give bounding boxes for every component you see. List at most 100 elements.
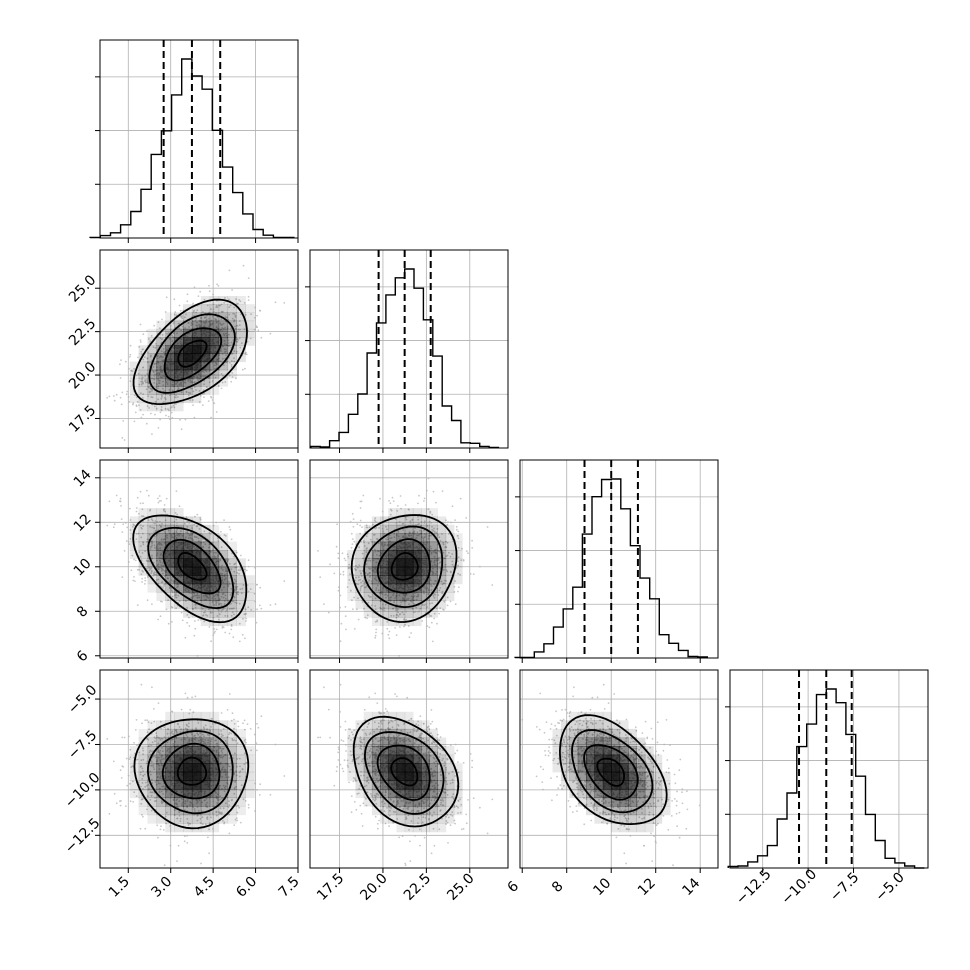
scatter-point [226, 327, 229, 329]
scatter-point [237, 328, 240, 331]
density-cell [147, 566, 157, 576]
scatter-point [427, 477, 430, 480]
scatter-point [222, 608, 224, 611]
density-cell [174, 394, 184, 404]
scatter-point [373, 571, 376, 573]
scatter-point [112, 760, 115, 763]
scatter-point [160, 539, 163, 541]
density-cell [156, 524, 166, 534]
scatter-point [167, 408, 169, 410]
scatter-point [446, 604, 449, 607]
scatter-point [391, 496, 394, 499]
scatter-point [224, 297, 226, 299]
scatter-point [229, 528, 232, 531]
panel-content [106, 683, 286, 867]
scatter-point [204, 322, 206, 325]
scatter-point [164, 408, 167, 410]
scatter-point [161, 551, 164, 553]
density-cell [218, 353, 229, 363]
scatter-point [158, 500, 161, 502]
scatter-point [134, 411, 137, 414]
scatter-point [233, 306, 236, 309]
scatter-point [212, 316, 215, 318]
density-cell [236, 600, 246, 610]
scatter-point [255, 742, 258, 744]
density-cell [165, 394, 175, 404]
scatter-point [374, 520, 377, 523]
scatter-point [259, 310, 262, 312]
scatter-point [203, 599, 206, 601]
density-cell [236, 592, 246, 601]
panel-2-1 [309, 459, 509, 663]
scatter-point [157, 565, 160, 568]
density-cell [138, 369, 149, 379]
scatter-point [221, 627, 224, 629]
scatter-point [157, 568, 160, 571]
scatter-point [141, 374, 143, 377]
density-cell [165, 575, 175, 585]
scatter-point [253, 328, 256, 331]
density-cell [236, 320, 246, 330]
scatter-point [208, 370, 211, 372]
density-cell [174, 328, 184, 338]
scatter-point [246, 723, 249, 725]
density-cell [191, 600, 202, 610]
density-cell [355, 558, 365, 568]
scatter-point [451, 505, 454, 508]
scatter-point [349, 520, 352, 523]
density-cell [183, 320, 193, 330]
density-cell [209, 312, 220, 322]
scatter-point [235, 551, 238, 554]
scatter-point [178, 505, 181, 508]
scatter-point [214, 318, 217, 320]
scatter-point [162, 829, 165, 831]
density-cell [227, 550, 237, 559]
density-cell [174, 508, 184, 518]
scatter-point [142, 333, 145, 336]
density-cell [156, 320, 166, 330]
scatter-point [181, 534, 184, 537]
scatter-point [146, 560, 149, 562]
scatter-point [170, 406, 173, 408]
scatter-point [161, 600, 163, 603]
contour-3 [132, 298, 248, 406]
scatter-point [223, 600, 226, 602]
scatter-point [224, 631, 227, 634]
scatter-point [439, 540, 442, 542]
scatter-point [163, 583, 166, 586]
scatter-point [159, 418, 162, 421]
scatter-point [157, 497, 159, 500]
density-cell [200, 592, 211, 601]
scatter-point [269, 604, 272, 606]
scatter-point [115, 393, 118, 396]
scatter-point [121, 436, 124, 439]
scatter-point [229, 593, 232, 596]
scatter-point [172, 536, 174, 539]
scatter-point [459, 497, 462, 500]
scatter-point [151, 603, 153, 605]
scatter-point [244, 353, 247, 355]
scatter-point [194, 319, 197, 322]
scatter-point [169, 328, 172, 331]
scatter-point [163, 585, 165, 587]
scatter-point [238, 572, 241, 575]
scatter-point [126, 390, 129, 393]
scatter-point [230, 587, 233, 590]
panel-3-0: −12.5−10.0−7.5−5.01.5 3.0 4.5 6.0 7.5 [62, 669, 303, 901]
scatter-point [153, 527, 155, 529]
scatter-point [381, 632, 384, 635]
scatter-point [193, 416, 196, 419]
scatter-point [161, 356, 164, 358]
scatter-point [192, 390, 195, 393]
scatter-point [142, 393, 145, 395]
scatter-point [223, 343, 226, 345]
density-cell [404, 608, 414, 618]
density-cell [209, 575, 220, 585]
scatter-point [119, 497, 122, 500]
scatter-point [220, 546, 223, 549]
scatter-point [238, 622, 241, 625]
scatter-point [224, 594, 227, 597]
density-cell [191, 361, 202, 371]
scatter-point [479, 565, 481, 568]
scatter-point [462, 559, 465, 562]
